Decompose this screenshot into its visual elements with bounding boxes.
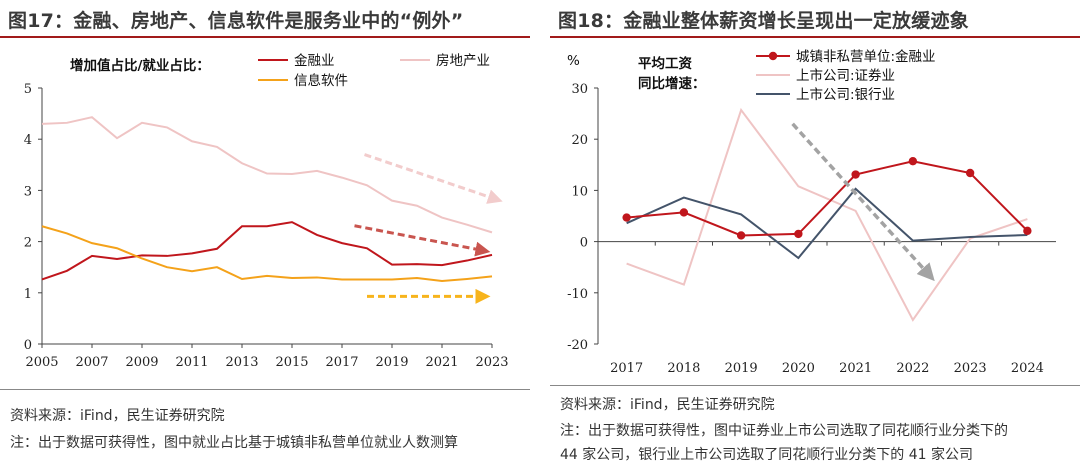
left-figure-panel: 图17：金融、房地产、信息软件是服务业中的“例外” 0 1 2 3 4 5 2005 2007… bbox=[0, 0, 530, 471]
data-point-0-2023 bbox=[965, 168, 975, 178]
y-tick-label-4: 4 bbox=[24, 133, 32, 148]
data-point-0-2019 bbox=[736, 231, 746, 240]
x-tick-label-2024: 2024 bbox=[1011, 361, 1044, 376]
x-tick-label-2019: 2019 bbox=[725, 361, 758, 376]
right-title-rule bbox=[550, 36, 1080, 38]
x-tick-label-2011: 2011 bbox=[175, 355, 208, 370]
trend-arrow-0 bbox=[364, 153, 503, 204]
x-tick-label-2018: 2018 bbox=[667, 361, 700, 376]
y-tick-label-1: 1 bbox=[24, 287, 32, 302]
y-tick-label-0: 0 bbox=[24, 338, 32, 353]
legend-label-1: 上市公司:证券业 bbox=[796, 67, 895, 84]
legend-label-2: 信息软件 bbox=[294, 72, 348, 89]
right-bottom-rule bbox=[550, 385, 1080, 386]
y-tick-label-10: 10 bbox=[571, 184, 588, 199]
x-tick-label-2015: 2015 bbox=[275, 355, 308, 370]
y-axis-label-line-1: 平均工资 bbox=[638, 55, 692, 72]
x-tick-label-2021: 2021 bbox=[839, 361, 872, 376]
x-tick-label-2022: 2022 bbox=[896, 361, 929, 376]
trend-arrow-0 bbox=[791, 122, 935, 282]
series-group-1 bbox=[626, 107, 1028, 322]
x-tick-label-2005: 2005 bbox=[25, 355, 58, 370]
right-figure-panel: 图18：金融业整体薪资增长呈现出一定放缓迹象 2017 2018 2019 2020 2… bbox=[550, 0, 1080, 471]
x-tick-label-2007: 2007 bbox=[75, 355, 108, 370]
right-line-chart: 2017 2018 2019 2020 2021 2022 2023 2024 30 20 10 0 -… bbox=[567, 49, 1056, 376]
x-tick-label-2021: 2021 bbox=[425, 355, 458, 370]
y-axis-label-line-2: 同比增速： bbox=[638, 75, 706, 92]
y-tick-label-2: 2 bbox=[24, 236, 32, 251]
y-tick-label-3: 3 bbox=[24, 184, 32, 199]
right-note-line-2: 44 家公司，银行业上市公司选取了同花顺行业分类下的 41 家公司 bbox=[560, 447, 973, 463]
y-tick-label-10: -10 bbox=[567, 287, 588, 302]
series-line-0 bbox=[626, 160, 1029, 237]
left-note-text: 注：出于数据可获得性，图中就业占比基于城镇非私营单位就业人数测算 bbox=[10, 435, 458, 451]
legend-label-0: 金融业 bbox=[294, 53, 335, 69]
series-group-0 bbox=[622, 157, 1032, 240]
legend-label-2: 上市公司:银行业 bbox=[796, 86, 895, 103]
left-title-rule bbox=[0, 36, 530, 38]
x-tick-label-2017: 2017 bbox=[610, 361, 643, 376]
left-bottom-rule bbox=[0, 389, 530, 390]
x-tick-label-2019: 2019 bbox=[375, 355, 408, 370]
series-group-1 bbox=[41, 116, 493, 234]
legend-marker-0 bbox=[768, 51, 778, 61]
data-point-0-2017 bbox=[622, 213, 631, 222]
right-figure-title: 图18：金融业整体薪资增长呈现出一定放缓迹象 bbox=[558, 10, 969, 32]
x-tick-label-2013: 2013 bbox=[225, 355, 258, 370]
legend-label-1: 房地产业 bbox=[436, 53, 490, 69]
y-tick-label-20: 20 bbox=[571, 133, 588, 148]
left-figure-title: 图17：金融、房地产、信息软件是服务业中的“例外” bbox=[8, 10, 464, 32]
y-tick-label-20: -20 bbox=[567, 338, 588, 353]
series-line-1 bbox=[626, 107, 1028, 322]
legend-label-0: 城镇非私营单位:金融业 bbox=[796, 49, 936, 65]
series-line-0 bbox=[41, 221, 493, 281]
left-line-chart: 0 1 2 3 4 5 2005 2007 2009 2011 2013 2015 2017 2019 20… bbox=[24, 53, 509, 370]
y-tick-label-0: 0 bbox=[580, 236, 588, 251]
x-tick-label-2023: 2023 bbox=[954, 361, 987, 376]
series-line-2 bbox=[41, 225, 493, 283]
series-group-2 bbox=[626, 187, 1028, 260]
y-tick-label-5: 5 bbox=[24, 82, 32, 97]
right-note-line-1: 注：出于数据可获得性，图中证券业上市公司选取了同花顺行业分类下的 bbox=[560, 423, 1008, 439]
right-source-text: 资料来源：iFind，民生证券研究院 bbox=[560, 397, 775, 413]
x-tick-label-2023: 2023 bbox=[475, 355, 508, 370]
y-tick-label-30: 30 bbox=[571, 82, 588, 97]
y-axis-label: 增加值占比/就业占比： bbox=[70, 57, 210, 74]
series-group-0 bbox=[41, 221, 493, 281]
trend-arrow-1 bbox=[354, 224, 491, 257]
data-point-0-2021 bbox=[851, 170, 860, 179]
data-point-0-2022 bbox=[908, 157, 918, 166]
x-tick-label-2020: 2020 bbox=[782, 361, 815, 376]
data-point-0-2024 bbox=[1023, 226, 1032, 236]
series-line-2 bbox=[626, 187, 1028, 260]
series-line-1 bbox=[41, 116, 493, 234]
data-point-0-2020 bbox=[794, 229, 803, 239]
series-group-2 bbox=[41, 225, 493, 283]
unit-label: % bbox=[567, 53, 580, 69]
left-source-text: 资料来源：iFind，民生证券研究院 bbox=[10, 408, 225, 424]
data-point-0-2018 bbox=[679, 208, 689, 217]
x-tick-label-2017: 2017 bbox=[325, 355, 358, 370]
x-tick-label-2009: 2009 bbox=[125, 355, 158, 370]
